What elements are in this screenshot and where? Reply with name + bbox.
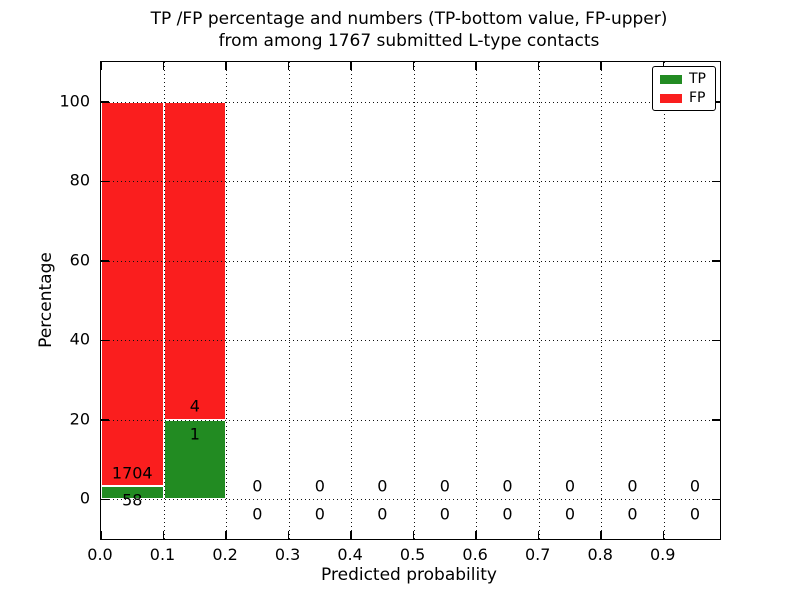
fp-count-label: 0 xyxy=(314,476,325,496)
y-tick-right xyxy=(712,498,720,500)
tp-count-label: 1 xyxy=(189,424,200,444)
y-tick-label: 100 xyxy=(59,91,90,111)
tp-count-label: 0 xyxy=(314,504,325,524)
fp-count-label: 0 xyxy=(627,476,638,496)
x-tick-label: 0.8 xyxy=(587,545,613,564)
x-tick-label: 0.7 xyxy=(524,545,551,564)
x-gridline xyxy=(288,62,290,539)
x-gridline xyxy=(226,62,228,539)
x-tick-top xyxy=(162,62,165,70)
y-tick-left xyxy=(101,180,109,182)
y-tick-right xyxy=(712,339,720,341)
fp-count-label: 0 xyxy=(439,476,450,496)
x-axis-label: Predicted probability xyxy=(321,565,497,585)
tp-bar-segment xyxy=(101,486,164,500)
tp-count-label: 0 xyxy=(439,504,450,524)
x-tick-bottom xyxy=(475,531,477,539)
y-tick-label: 40 xyxy=(69,329,90,349)
x-tick-top xyxy=(100,62,102,70)
x-tick-label: 0.0 xyxy=(87,545,113,564)
x-tick-top xyxy=(412,62,415,70)
x-gridline xyxy=(476,62,478,539)
fp-legend-label: FP xyxy=(689,90,706,106)
x-tick-top xyxy=(350,62,352,70)
y-tick-left xyxy=(101,419,109,421)
x-tick-label: 0.1 xyxy=(149,545,176,564)
y-tick-left xyxy=(101,101,109,103)
tp-count-label: 0 xyxy=(252,504,263,524)
plot-area: 1704 58 4 1 0 0 0 0 0 0 0 0 0 0 0 0 0 0 0 0 TP FP xyxy=(100,61,721,540)
x-gridline xyxy=(663,62,665,539)
chart-title-line1: TP /FP percentage and numbers (TP-bottom… xyxy=(150,9,668,29)
y-tick-left xyxy=(101,498,109,500)
x-gridline xyxy=(351,62,353,539)
y-tick-label: 80 xyxy=(69,170,90,190)
tp-swatch xyxy=(660,74,682,84)
tp-legend-label: TP xyxy=(689,71,706,87)
x-tick-bottom xyxy=(225,531,227,539)
fp-count-label: 0 xyxy=(564,476,576,496)
tp-count-label: 0 xyxy=(689,504,701,524)
tp-count-label: 0 xyxy=(377,504,388,524)
fp-bar-segment xyxy=(101,101,164,487)
tp-count-label: 58 xyxy=(122,490,143,510)
y-gridline xyxy=(101,419,720,421)
chart-title-line2: from among 1767 submitted L-type contact… xyxy=(218,31,600,51)
x-tick-label: 0.9 xyxy=(649,545,676,564)
y-gridline xyxy=(101,340,720,342)
legend-item-fp: FP xyxy=(660,91,706,105)
x-tick-bottom xyxy=(600,531,602,539)
y-gridline xyxy=(101,101,720,103)
x-tick-bottom xyxy=(537,531,540,539)
fp-count-label: 0 xyxy=(689,476,701,496)
x-tick-bottom xyxy=(350,531,352,539)
x-tick-top xyxy=(225,62,227,70)
x-gridline xyxy=(538,62,540,539)
x-tick-label: 0.6 xyxy=(462,545,488,564)
tp-count-label: 0 xyxy=(627,504,638,524)
y-tick-right xyxy=(712,419,720,421)
y-tick-right xyxy=(712,260,720,262)
legend-item-tp: TP xyxy=(660,72,706,86)
x-tick-bottom xyxy=(100,531,102,539)
fp-count-label: 1704 xyxy=(111,463,153,483)
x-tick-label: 0.3 xyxy=(274,545,301,564)
x-tick-label: 0.2 xyxy=(212,545,238,564)
fp-count-label: 0 xyxy=(502,476,513,496)
y-tick-left xyxy=(101,339,109,341)
chart-title: TP /FP percentage and numbers (TP-bottom… xyxy=(151,8,668,52)
legend: TP FP xyxy=(652,66,716,111)
tp-count-label: 0 xyxy=(502,504,513,524)
x-gridline xyxy=(163,62,165,539)
x-tick-bottom xyxy=(662,531,665,539)
fp-count-label: 4 xyxy=(189,396,200,416)
x-tick-bottom xyxy=(287,531,290,539)
x-tick-top xyxy=(600,62,602,70)
y-gridline xyxy=(101,499,720,501)
fp-count-label: 0 xyxy=(252,476,263,496)
y-tick-label: 20 xyxy=(69,409,90,429)
x-gridline xyxy=(413,62,415,539)
x-tick-label: 0.4 xyxy=(337,545,363,564)
x-tick-label: 0.5 xyxy=(399,545,426,564)
x-gridline xyxy=(601,62,603,539)
x-tick-top xyxy=(287,62,290,70)
y-gridline xyxy=(101,181,720,183)
x-tick-top xyxy=(475,62,477,70)
x-tick-bottom xyxy=(412,531,415,539)
y-tick-label: 0 xyxy=(79,488,90,508)
tp-count-label: 0 xyxy=(564,504,576,524)
x-tick-top xyxy=(537,62,540,70)
tp-bar-segment xyxy=(163,419,227,500)
x-tick-bottom xyxy=(162,531,165,539)
y-tick-right xyxy=(712,180,720,182)
y-tick-right xyxy=(712,101,720,103)
fp-swatch xyxy=(660,93,682,103)
fp-count-label: 0 xyxy=(377,476,388,496)
y-gridline xyxy=(101,260,720,262)
y-tick-label: 60 xyxy=(69,250,90,270)
y-tick-left xyxy=(101,260,109,262)
